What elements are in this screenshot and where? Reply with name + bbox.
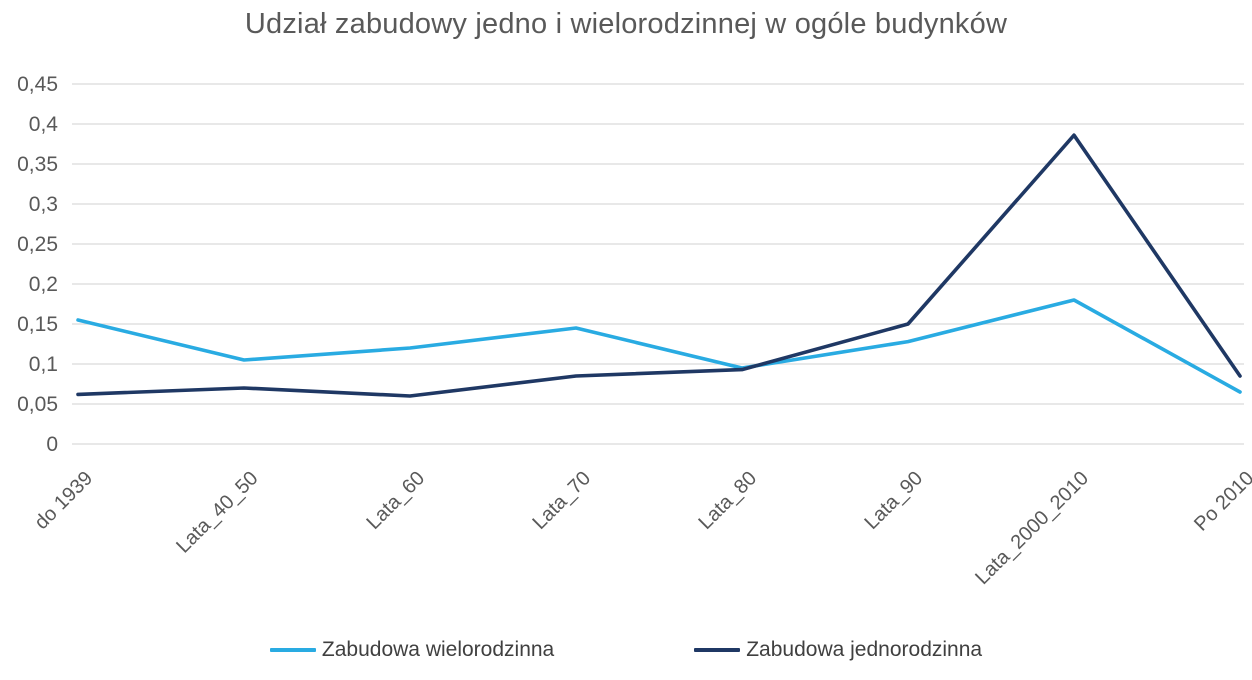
y-axis-tick-label: 0,15	[17, 313, 58, 336]
legend-line-swatch	[694, 648, 741, 652]
y-axis-tick-label: 0,3	[28, 193, 58, 216]
y-axis-tick-label: 0,1	[28, 353, 58, 376]
legend-item: Zabudowa wielorodzinna	[269, 638, 555, 662]
series-line-jednorodzinna	[76, 133, 1242, 398]
legend-label: Zabudowa wielorodzinna	[321, 638, 555, 661]
y-axis-tick-label: 0,05	[17, 393, 58, 416]
legend-label: Zabudowa jednorodzinna	[746, 638, 983, 661]
y-axis-tick-label: 0,35	[17, 153, 58, 176]
y-axis-tick-label: 0,2	[28, 273, 58, 296]
series-line-wielorodzinna	[76, 298, 1242, 394]
legend-item: Zabudowa jednorodzinna	[694, 638, 982, 662]
legend-line-swatch	[269, 648, 316, 652]
y-axis-tick-label: 0,45	[17, 73, 58, 96]
legend: Zabudowa wielorodzinna Zabudowa jednorodz…	[0, 638, 1252, 662]
chart-title: Udział zabudowy jedno i wielorodzinnej w…	[244, 8, 1008, 40]
y-axis-tick-label: 0	[46, 433, 58, 456]
y-axis-tick-label: 0,4	[28, 113, 58, 136]
y-axis-tick-label: 0,25	[17, 233, 58, 256]
